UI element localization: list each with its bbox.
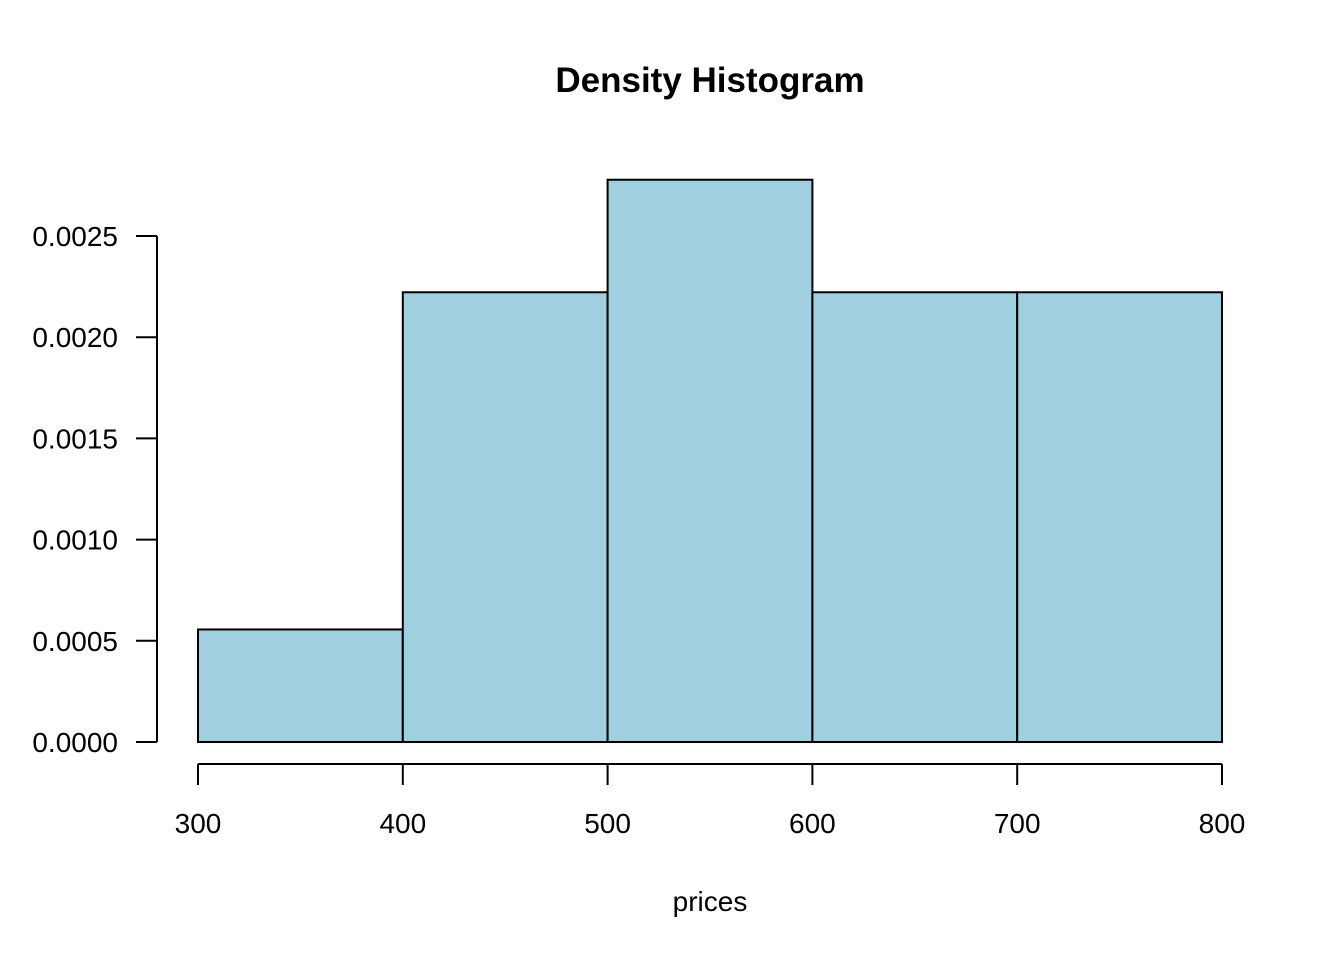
y-tick-label: 0.0015 (32, 423, 118, 454)
y-tick-label: 0.0005 (32, 626, 118, 657)
chart-title: Density Histogram (555, 61, 864, 100)
y-tick-label: 0.0025 (32, 221, 118, 252)
x-tick-label: 600 (789, 808, 836, 839)
y-tick-label: 0.0010 (32, 525, 118, 556)
x-tick-label: 400 (379, 808, 426, 839)
y-tick-label: 0.0000 (32, 727, 118, 758)
x-axis: 300 400 500 600 700 800 (175, 763, 1246, 839)
histogram-bar-500-600 (606, 178, 814, 744)
x-tick-label: 700 (994, 808, 1041, 839)
x-axis-label: prices (673, 886, 748, 917)
histogram-bar-600-700 (811, 291, 1019, 743)
histogram-bar-300-400 (197, 628, 404, 743)
x-tick-label: 500 (584, 808, 631, 839)
histogram-bar-700-800 (1016, 291, 1224, 743)
y-tick-label: 0.0020 (32, 322, 118, 353)
y-axis: 0.0000 0.0005 0.0010 0.0015 0.0020 0.0025 (32, 221, 158, 758)
x-tick-label: 800 (1199, 808, 1246, 839)
bars-layer (197, 178, 1224, 744)
histogram-bar-400-500 (401, 291, 609, 743)
x-tick-label: 300 (175, 808, 222, 839)
